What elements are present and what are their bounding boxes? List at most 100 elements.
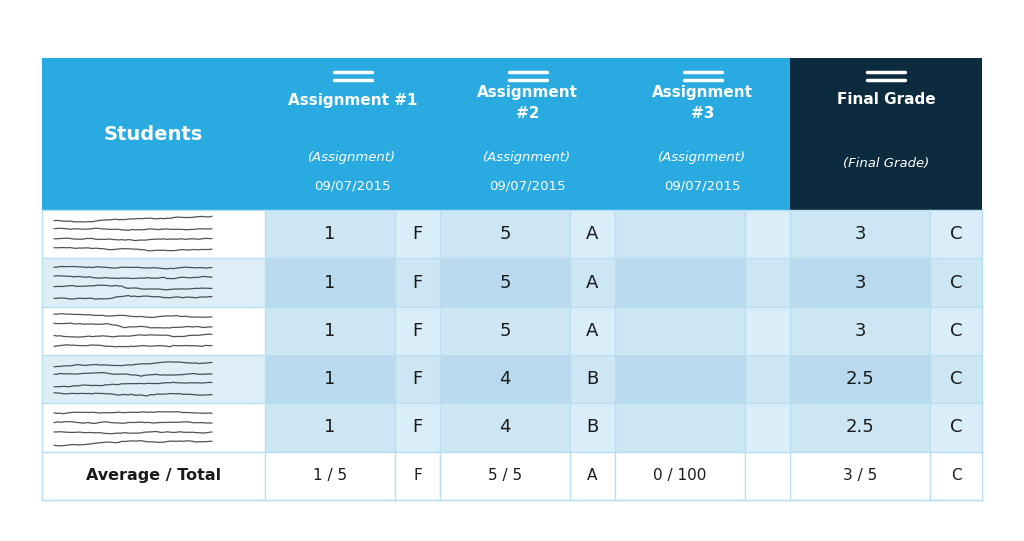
Text: C: C [949, 370, 963, 388]
Text: A: A [587, 274, 599, 292]
Bar [265, 58, 440, 210]
Bar [570, 210, 615, 259]
Text: 09/07/2015: 09/07/2015 [489, 180, 565, 193]
Bar [42, 307, 265, 355]
Text: C: C [949, 225, 963, 243]
Text: A: A [587, 225, 599, 243]
Text: 1 / 5: 1 / 5 [313, 469, 347, 483]
Bar [265, 259, 395, 307]
Text: F: F [413, 322, 423, 340]
Bar [615, 307, 745, 355]
Text: 3 / 5: 3 / 5 [843, 469, 878, 483]
Bar [745, 307, 790, 355]
Text: 0 / 100: 0 / 100 [653, 469, 707, 483]
Bar [930, 355, 982, 404]
Bar [440, 58, 615, 210]
Bar [745, 404, 790, 452]
Bar [615, 58, 790, 210]
Text: 5: 5 [500, 322, 511, 340]
Text: (Assignment): (Assignment) [308, 151, 396, 164]
Text: 5: 5 [500, 274, 511, 292]
Bar [615, 210, 745, 259]
Bar [42, 355, 265, 404]
Text: 5: 5 [500, 225, 511, 243]
Bar [790, 307, 930, 355]
Bar [745, 210, 790, 259]
Bar [265, 210, 395, 259]
Text: Assignment: Assignment [652, 85, 753, 101]
Bar [790, 58, 982, 210]
Bar [615, 58, 790, 210]
Text: #2: #2 [516, 105, 540, 121]
Bar [42, 58, 265, 210]
Text: 4: 4 [500, 419, 511, 437]
Text: 5 / 5: 5 / 5 [488, 469, 522, 483]
Bar [42, 58, 265, 210]
Bar [570, 355, 615, 404]
Bar [440, 355, 570, 404]
Bar [265, 355, 395, 404]
Bar [395, 259, 440, 307]
Bar [790, 58, 982, 210]
Bar [615, 404, 745, 452]
Text: Students: Students [103, 124, 203, 143]
Bar [930, 210, 982, 259]
Text: F: F [413, 469, 422, 483]
Bar [265, 307, 395, 355]
Text: 2.5: 2.5 [846, 370, 874, 388]
Text: Average / Total: Average / Total [86, 469, 221, 483]
Bar [42, 452, 982, 500]
Bar [395, 355, 440, 404]
Text: A: A [588, 469, 598, 483]
Text: 4: 4 [500, 370, 511, 388]
Text: 09/07/2015: 09/07/2015 [665, 180, 740, 193]
Text: F: F [413, 419, 423, 437]
Bar [440, 58, 615, 210]
Text: 2.5: 2.5 [846, 419, 874, 437]
Text: B: B [587, 419, 599, 437]
Text: #3: #3 [691, 105, 714, 121]
Text: (Assignment): (Assignment) [483, 151, 571, 164]
Text: F: F [413, 225, 423, 243]
Text: B: B [587, 370, 599, 388]
Text: C: C [949, 274, 963, 292]
Text: 1: 1 [325, 370, 336, 388]
Bar [615, 355, 745, 404]
Bar [790, 355, 930, 404]
Bar [930, 404, 982, 452]
Bar [42, 210, 265, 259]
Bar [395, 210, 440, 259]
Text: (Final Grade): (Final Grade) [843, 156, 929, 169]
Text: C: C [949, 419, 963, 437]
Bar [930, 259, 982, 307]
Bar [790, 404, 930, 452]
Text: A: A [587, 322, 599, 340]
Text: Assignment #1: Assignment #1 [288, 93, 417, 108]
Text: 09/07/2015: 09/07/2015 [314, 180, 391, 193]
Bar [440, 259, 570, 307]
Text: (Assignment): (Assignment) [658, 151, 746, 164]
Text: 3: 3 [854, 225, 865, 243]
Bar [790, 210, 930, 259]
Bar [570, 259, 615, 307]
Bar [790, 259, 930, 307]
Bar [42, 259, 265, 307]
Text: 1: 1 [325, 322, 336, 340]
Text: 1: 1 [325, 225, 336, 243]
Text: Final Grade: Final Grade [837, 93, 935, 108]
Text: C: C [949, 322, 963, 340]
Bar [265, 58, 440, 210]
Bar [615, 259, 745, 307]
Bar [745, 259, 790, 307]
Text: 3: 3 [854, 274, 865, 292]
Text: 1: 1 [325, 274, 336, 292]
Bar [570, 404, 615, 452]
Text: Assignment: Assignment [477, 85, 578, 101]
Bar [440, 307, 570, 355]
Bar [42, 404, 265, 452]
Bar [570, 307, 615, 355]
Bar [265, 404, 395, 452]
Bar [440, 210, 570, 259]
Text: 1: 1 [325, 419, 336, 437]
Bar [395, 404, 440, 452]
